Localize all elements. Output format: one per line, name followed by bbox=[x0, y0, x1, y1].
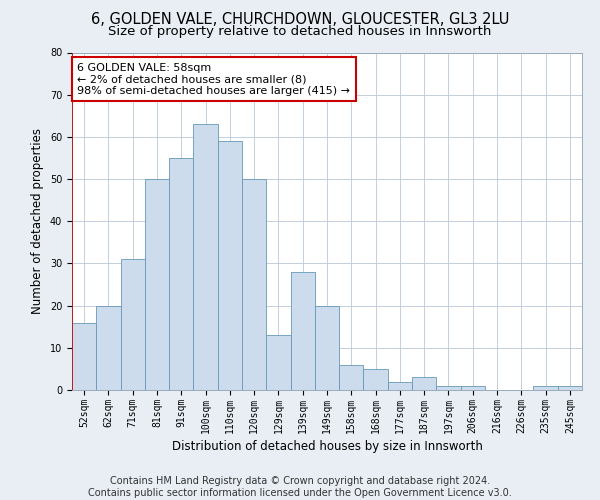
Bar bbox=[412, 378, 436, 390]
Bar bbox=[461, 386, 485, 390]
Bar bbox=[169, 158, 193, 390]
Bar bbox=[364, 369, 388, 390]
Bar bbox=[436, 386, 461, 390]
Bar bbox=[193, 124, 218, 390]
Bar bbox=[315, 306, 339, 390]
Text: Size of property relative to detached houses in Innsworth: Size of property relative to detached ho… bbox=[109, 25, 491, 38]
Text: 6 GOLDEN VALE: 58sqm
← 2% of detached houses are smaller (8)
98% of semi-detache: 6 GOLDEN VALE: 58sqm ← 2% of detached ho… bbox=[77, 62, 350, 96]
Bar bbox=[558, 386, 582, 390]
Bar bbox=[145, 179, 169, 390]
X-axis label: Distribution of detached houses by size in Innsworth: Distribution of detached houses by size … bbox=[172, 440, 482, 453]
Bar bbox=[388, 382, 412, 390]
Bar bbox=[72, 322, 96, 390]
Bar bbox=[218, 141, 242, 390]
Text: Contains HM Land Registry data © Crown copyright and database right 2024.
Contai: Contains HM Land Registry data © Crown c… bbox=[88, 476, 512, 498]
Bar bbox=[339, 364, 364, 390]
Text: 6, GOLDEN VALE, CHURCHDOWN, GLOUCESTER, GL3 2LU: 6, GOLDEN VALE, CHURCHDOWN, GLOUCESTER, … bbox=[91, 12, 509, 28]
Bar bbox=[290, 272, 315, 390]
Bar bbox=[96, 306, 121, 390]
Bar bbox=[266, 335, 290, 390]
Bar bbox=[533, 386, 558, 390]
Bar bbox=[242, 179, 266, 390]
Bar bbox=[121, 259, 145, 390]
Y-axis label: Number of detached properties: Number of detached properties bbox=[31, 128, 44, 314]
